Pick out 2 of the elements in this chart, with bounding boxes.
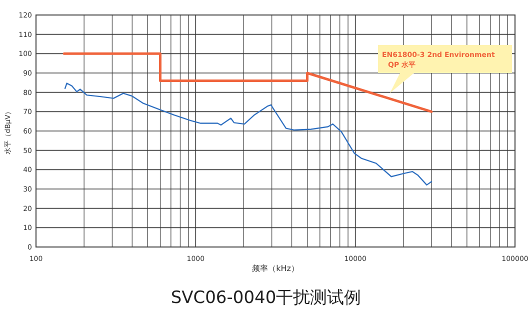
x-axis-title: 频率（kHz） xyxy=(252,264,299,273)
text: SVC06-0040干扰测试例 xyxy=(170,288,362,308)
